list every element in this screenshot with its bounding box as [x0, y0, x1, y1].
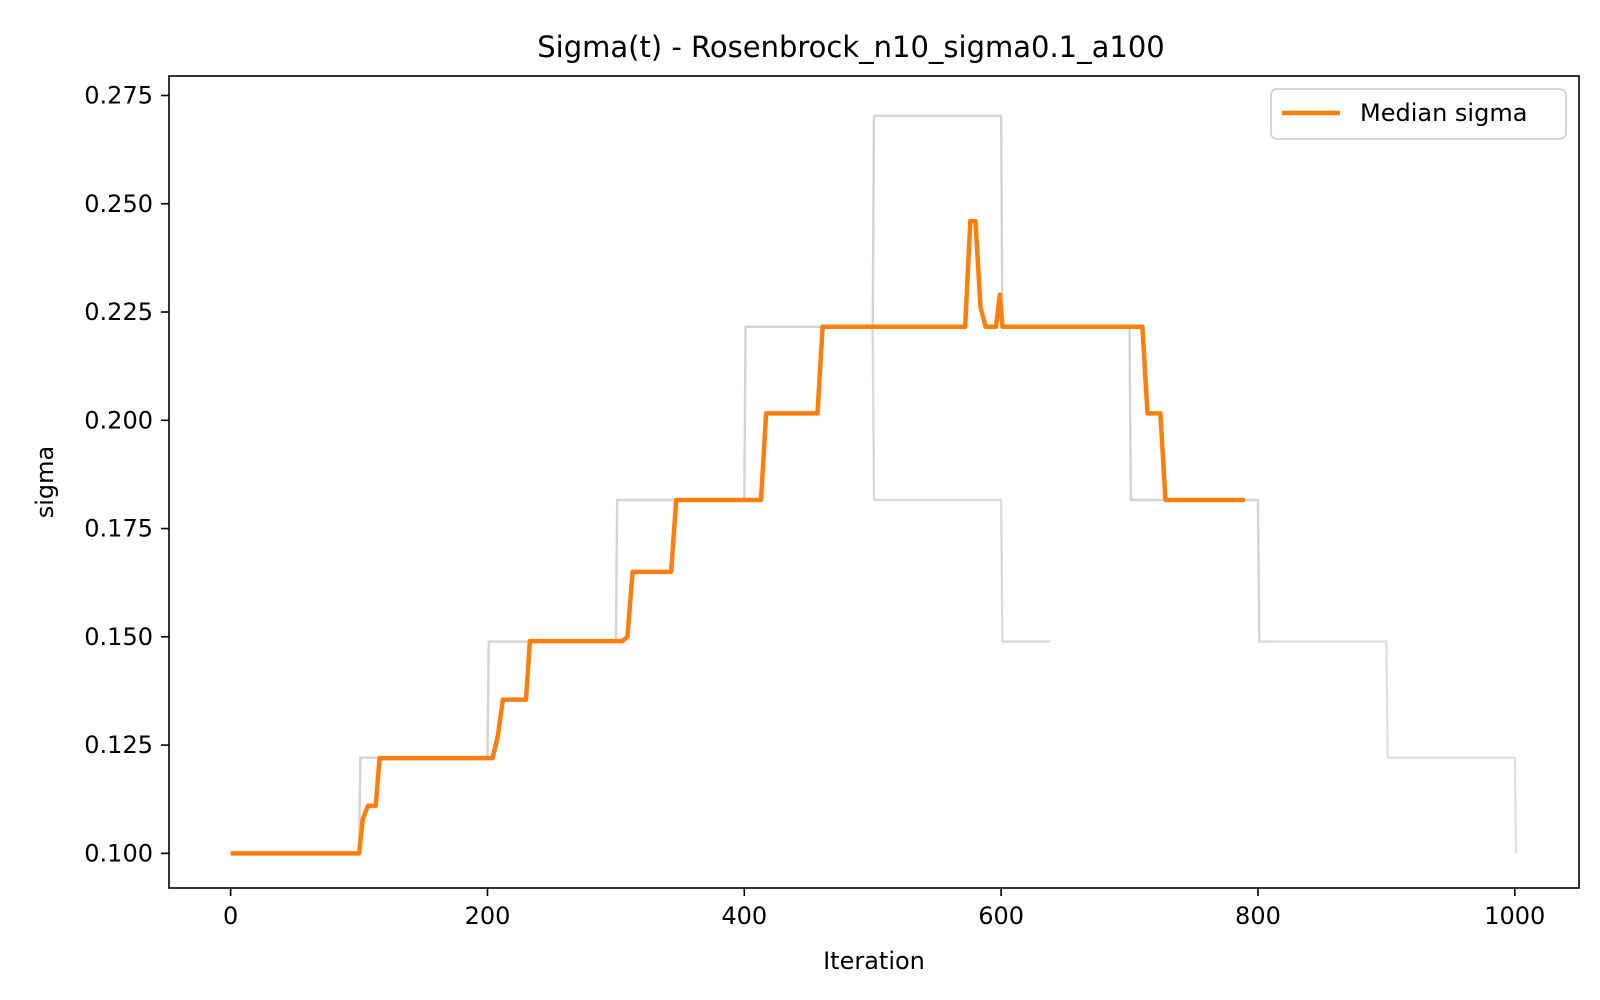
y-axis-label: sigma	[31, 446, 59, 519]
y-tick-label: 0.275	[84, 81, 153, 109]
y-tick-label: 0.175	[84, 515, 153, 543]
legend-box	[1270, 88, 1567, 140]
x-tick-label: 800	[1235, 902, 1281, 930]
x-tick-label: 0	[223, 902, 238, 930]
series-line-median-sigma	[230, 218, 1246, 856]
y-tick-label: 0.250	[84, 190, 153, 218]
x-tick-label: 200	[465, 902, 511, 930]
y-tick-label: 0.150	[84, 623, 153, 651]
x-tick-label: 600	[978, 902, 1024, 930]
x-axis: 0 200 400 600 800 1000	[223, 888, 1545, 930]
y-tick-label: 0.200	[84, 406, 153, 434]
plot-lines-group	[230, 114, 1518, 856]
y-axis: 0.100 0.125 0.150 0.175 0.200 0.225 0.250 0.275	[84, 81, 169, 867]
series-line-run-3	[1257, 640, 1518, 854]
y-tick-label: 0.125	[84, 731, 153, 759]
series-line-run-2	[871, 326, 1050, 643]
x-axis-label: Iteration	[823, 947, 925, 975]
legend: Median sigma	[1270, 88, 1567, 140]
plot-area-frame	[168, 75, 1580, 889]
x-tick-label: 1000	[1484, 902, 1545, 930]
x-tick-label: 400	[721, 902, 767, 930]
chart-title: Sigma(t) - Rosenbrock_n10_sigma0.1_a100	[537, 30, 1165, 64]
legend-label-median-sigma: Median sigma	[1360, 99, 1527, 127]
y-tick-label: 0.100	[84, 839, 153, 867]
y-tick-label: 0.225	[84, 298, 153, 326]
